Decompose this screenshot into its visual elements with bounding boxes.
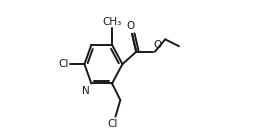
Text: Cl: Cl bbox=[58, 59, 69, 69]
Text: Cl: Cl bbox=[108, 119, 118, 129]
Text: O: O bbox=[154, 40, 162, 50]
Text: O: O bbox=[127, 21, 135, 31]
Text: N: N bbox=[82, 86, 89, 96]
Text: CH₃: CH₃ bbox=[102, 17, 122, 27]
